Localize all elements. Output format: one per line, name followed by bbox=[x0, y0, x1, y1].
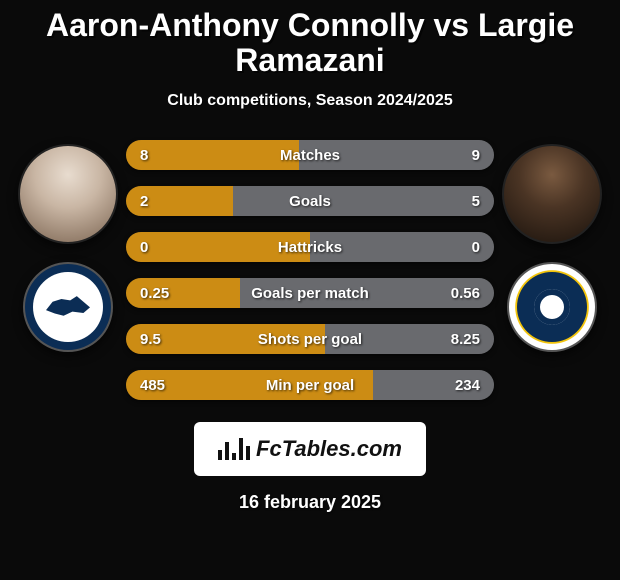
rose-icon bbox=[534, 289, 570, 325]
date-text: 16 february 2025 bbox=[239, 492, 381, 513]
stat-label: Shots per goal bbox=[126, 324, 494, 354]
footer: FcTables.com 16 february 2025 bbox=[10, 422, 610, 513]
stat-label: Min per goal bbox=[126, 370, 494, 400]
player-right-avatar bbox=[502, 144, 602, 244]
subtitle: Club competitions, Season 2024/2025 bbox=[10, 92, 610, 110]
brand-bars-icon bbox=[218, 438, 250, 460]
stat-label: Matches bbox=[126, 140, 494, 170]
stat-row: 9.58.25Shots per goal bbox=[126, 324, 494, 354]
lion-icon bbox=[46, 293, 90, 321]
stat-label: Goals per match bbox=[126, 278, 494, 308]
stat-row: 89Matches bbox=[126, 140, 494, 170]
stat-row: 25Goals bbox=[126, 186, 494, 216]
stat-label: Goals bbox=[126, 186, 494, 216]
stat-row: 485234Min per goal bbox=[126, 370, 494, 400]
right-column bbox=[498, 140, 606, 352]
club-left-crest bbox=[23, 262, 113, 352]
left-column bbox=[14, 140, 122, 352]
brand-label: FcTables.com bbox=[256, 436, 402, 462]
page-title: Aaron-Anthony Connolly vs Largie Ramazan… bbox=[10, 8, 610, 78]
stat-row: 0.250.56Goals per match bbox=[126, 278, 494, 308]
player-left-avatar bbox=[18, 144, 118, 244]
stat-row: 00Hattricks bbox=[126, 232, 494, 262]
comparison-card: Aaron-Anthony Connolly vs Largie Ramazan… bbox=[0, 0, 620, 513]
club-right-crest bbox=[507, 262, 597, 352]
brand-badge: FcTables.com bbox=[194, 422, 426, 476]
stat-label: Hattricks bbox=[126, 232, 494, 262]
body-row: 89Matches 25Goals 00Hattricks 0.250.56Goals… bbox=[10, 140, 610, 400]
stats-bars: 89Matches 25Goals 00Hattricks 0.250.56Goals… bbox=[122, 140, 498, 400]
